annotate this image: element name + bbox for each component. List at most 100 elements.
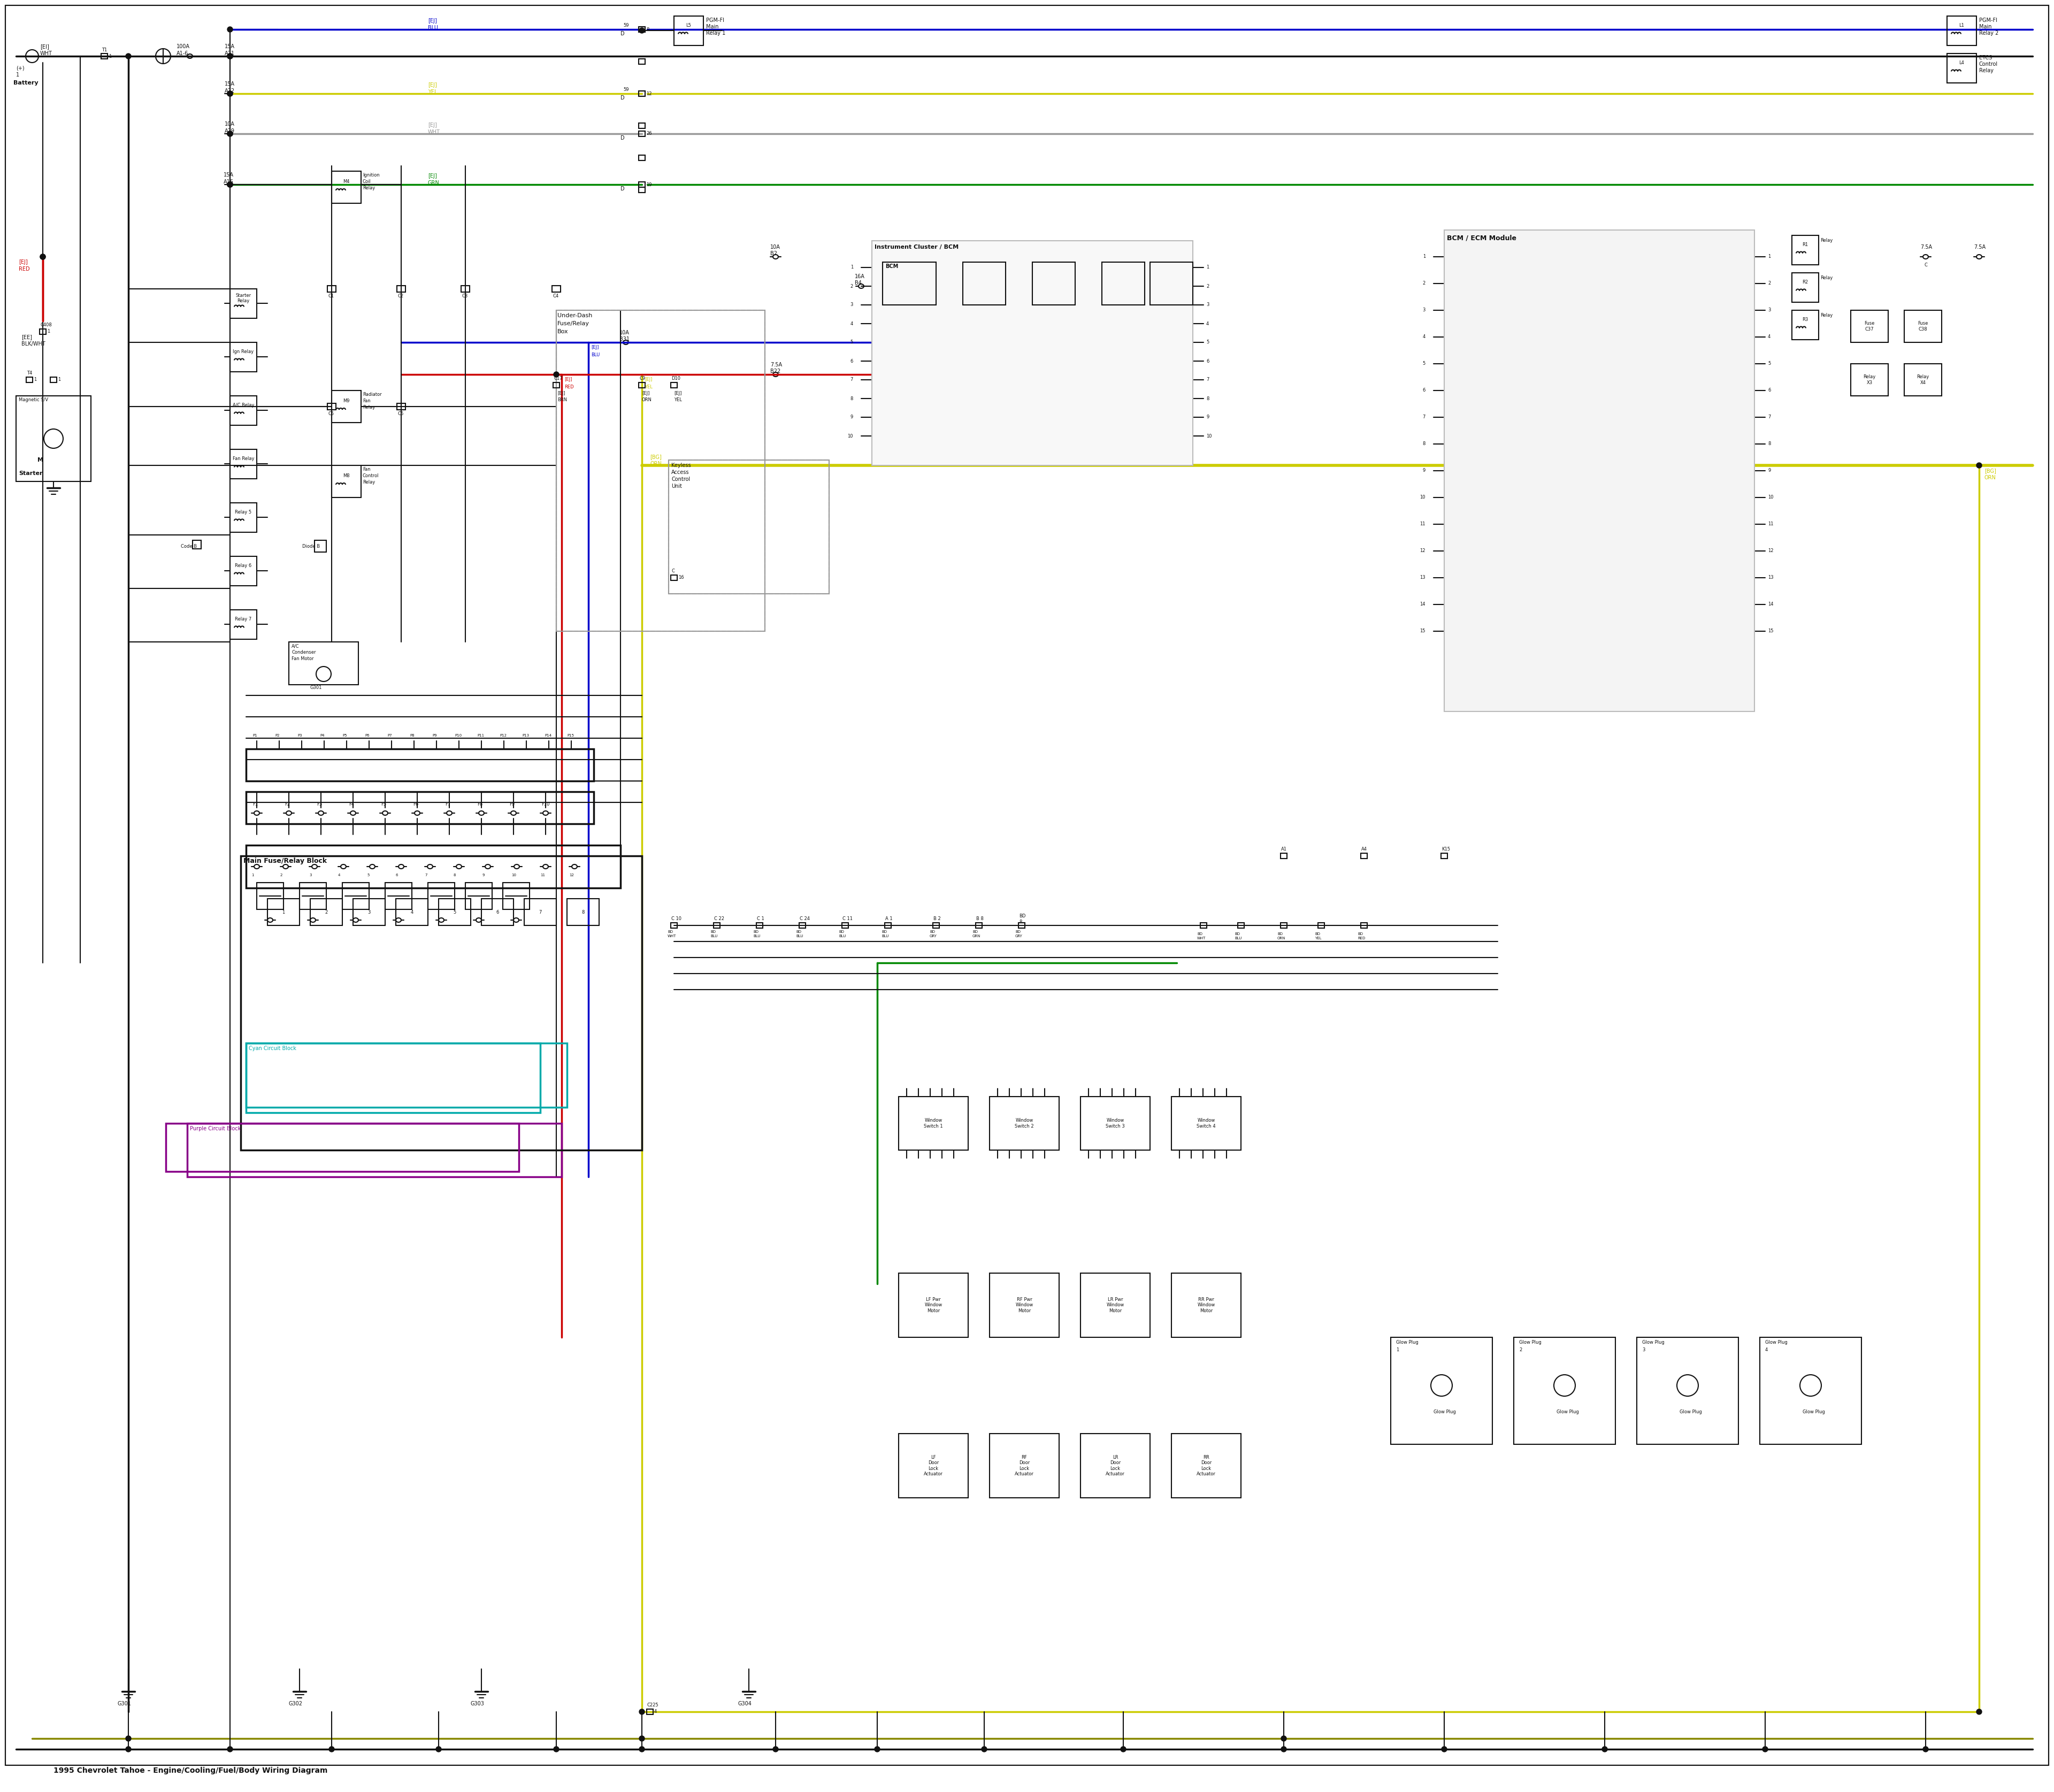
Text: [EI]: [EI]	[41, 43, 49, 48]
Text: C225: C225	[647, 1702, 659, 1708]
Text: Main: Main	[707, 23, 719, 29]
Bar	[1444, 229, 1754, 711]
Text: 1: 1	[1423, 254, 1425, 260]
Bar	[1171, 1097, 1241, 1150]
Bar	[230, 289, 257, 319]
Text: C: C	[672, 568, 674, 573]
Bar	[101, 54, 107, 59]
Text: Starter: Starter	[18, 471, 43, 477]
Text: Magnetic S/V: Magnetic S/V	[18, 398, 47, 403]
Text: Ign Relay: Ign Relay	[232, 349, 255, 355]
Bar	[674, 16, 702, 45]
Bar	[647, 1710, 653, 1715]
Text: A1: A1	[1282, 848, 1288, 851]
Bar	[1637, 1337, 1738, 1444]
Circle shape	[435, 1747, 442, 1753]
Circle shape	[1602, 1747, 1608, 1753]
Text: 1: 1	[251, 873, 255, 876]
Circle shape	[1282, 1747, 1286, 1753]
Text: BD
BLU: BD BLU	[881, 930, 889, 937]
Text: Relay: Relay	[1980, 68, 1994, 73]
Text: Relay: Relay	[364, 480, 376, 486]
Text: 10: 10	[1419, 495, 1425, 500]
Text: 1: 1	[33, 378, 37, 382]
Bar	[1080, 1434, 1150, 1498]
Bar	[1851, 364, 1888, 396]
Circle shape	[639, 1736, 645, 1742]
Bar	[524, 898, 557, 925]
Circle shape	[639, 29, 645, 34]
Bar	[900, 1097, 967, 1150]
Text: 1: 1	[16, 72, 18, 77]
Bar	[639, 131, 645, 136]
Text: 2: 2	[1768, 281, 1771, 287]
Text: B22: B22	[770, 369, 781, 375]
Bar	[990, 1272, 1060, 1337]
Bar	[1791, 310, 1818, 340]
Bar	[300, 883, 327, 909]
Text: Relay 2: Relay 2	[1980, 30, 1999, 36]
Text: Relay
X3: Relay X3	[1863, 375, 1875, 385]
Circle shape	[228, 131, 232, 136]
Bar	[257, 883, 283, 909]
Text: L1: L1	[1960, 23, 1964, 29]
Bar	[1080, 1272, 1150, 1337]
Text: P14: P14	[544, 735, 550, 737]
Text: Condenser: Condenser	[292, 650, 316, 656]
Text: G302: G302	[290, 1701, 302, 1706]
Text: B 8: B 8	[976, 916, 984, 921]
Text: C1: C1	[329, 294, 335, 299]
Bar	[672, 382, 678, 387]
Bar	[230, 396, 257, 425]
Text: 1: 1	[850, 265, 852, 271]
Text: Glow Plug: Glow Plug	[1803, 1410, 1824, 1414]
Text: M9: M9	[343, 400, 349, 403]
Bar	[1360, 853, 1368, 858]
Bar	[553, 382, 559, 387]
Bar	[246, 792, 594, 824]
Text: BLU: BLU	[592, 353, 600, 357]
Text: 8: 8	[850, 396, 852, 401]
Text: 2: 2	[850, 283, 852, 289]
Text: 15: 15	[1768, 629, 1773, 634]
Text: BD
BLU: BD BLU	[797, 930, 803, 937]
Text: 5: 5	[454, 910, 456, 914]
Bar	[166, 1124, 520, 1172]
Text: 5: 5	[1206, 340, 1210, 344]
Text: 4: 4	[339, 873, 341, 876]
Text: Under-Dash: Under-Dash	[557, 314, 592, 319]
Bar	[1360, 923, 1368, 928]
Text: BLU: BLU	[427, 25, 438, 30]
Text: 3: 3	[850, 303, 852, 306]
Text: Relay: Relay	[1820, 276, 1832, 281]
Text: BD
8: BD 8	[1019, 914, 1025, 925]
Text: 8: 8	[581, 910, 585, 914]
Bar	[799, 923, 805, 928]
Bar	[567, 898, 600, 925]
Bar	[1280, 923, 1288, 928]
Bar	[1791, 235, 1818, 265]
Text: BD
GRY: BD GRY	[930, 930, 937, 937]
Circle shape	[228, 54, 232, 59]
Text: F2: F2	[286, 803, 290, 806]
Text: 1: 1	[58, 378, 60, 382]
Text: 15A: 15A	[224, 43, 234, 48]
Text: Relay: Relay	[1820, 238, 1832, 244]
Text: BD
GRY: BD GRY	[1015, 930, 1023, 937]
Text: M8: M8	[343, 473, 349, 478]
Text: 10A: 10A	[770, 244, 781, 249]
Bar	[27, 376, 33, 382]
Text: P12: P12	[499, 735, 507, 737]
Bar	[310, 898, 343, 925]
Text: 3: 3	[1768, 308, 1771, 312]
Text: 4: 4	[1764, 1348, 1768, 1351]
Text: 3: 3	[368, 910, 370, 914]
Bar	[1319, 923, 1325, 928]
Text: Purple Circuit Block: Purple Circuit Block	[189, 1125, 240, 1131]
Bar	[240, 857, 641, 1150]
Text: Access: Access	[672, 470, 690, 475]
Text: P1: P1	[253, 735, 257, 737]
Text: 4: 4	[1768, 335, 1771, 339]
Text: 3: 3	[1641, 1348, 1645, 1351]
Text: [EE]: [EE]	[21, 335, 33, 340]
